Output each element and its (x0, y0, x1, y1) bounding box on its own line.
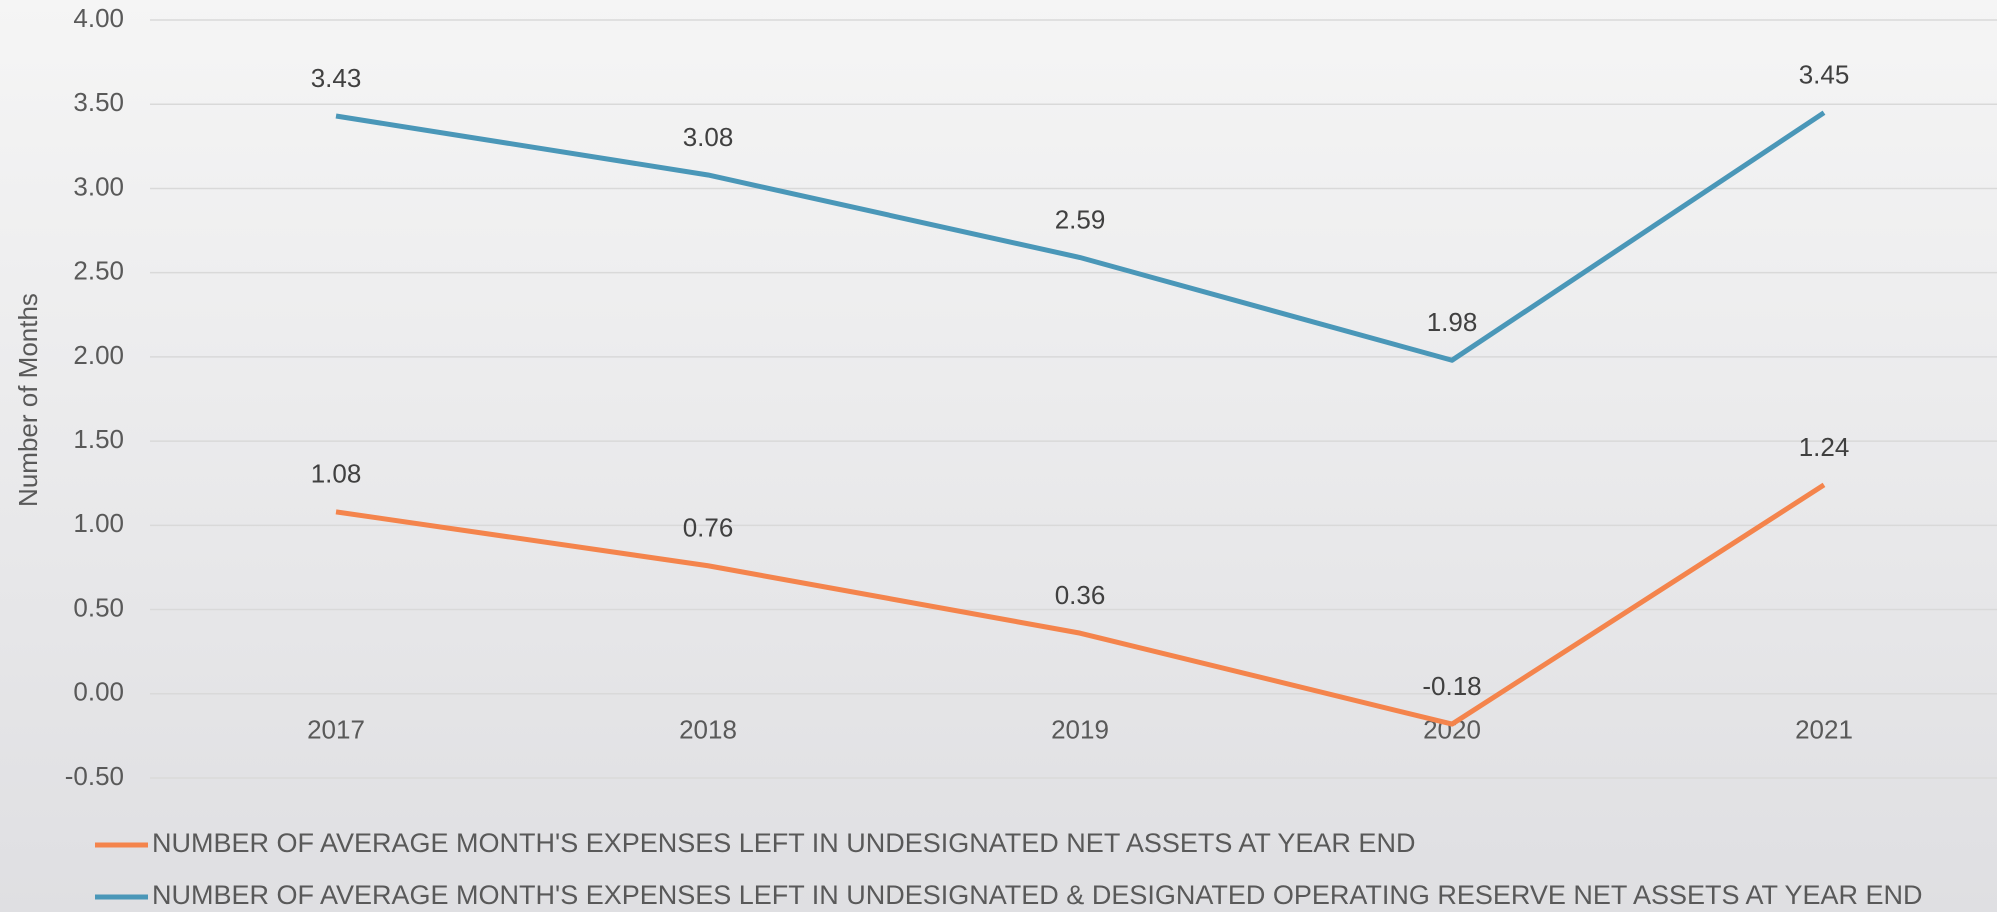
y-tick-label: 0.00 (73, 677, 124, 707)
y-tick-label: -0.50 (65, 761, 124, 791)
y-axis-label: Number of Months (13, 293, 43, 507)
data-label: 1.08 (311, 459, 362, 489)
series-line (335, 482, 1826, 727)
data-label: 3.45 (1799, 60, 1850, 90)
x-tick-label: 2018 (679, 715, 737, 745)
x-tick-label: 2019 (1051, 715, 1109, 745)
data-label: 2.59 (1055, 204, 1106, 234)
data-label: 0.36 (1055, 580, 1106, 610)
y-tick-label: 4.00 (73, 3, 124, 33)
data-label: 3.43 (311, 63, 362, 93)
y-tick-label: 2.50 (73, 256, 124, 286)
x-tick-label: 2021 (1795, 715, 1853, 745)
x-tick-label: 2017 (307, 715, 365, 745)
legend-label: NUMBER OF AVERAGE MONTH'S EXPENSES LEFT … (152, 880, 1923, 910)
legend-label: NUMBER OF AVERAGE MONTH'S EXPENSES LEFT … (152, 828, 1415, 858)
y-tick-label: 3.50 (73, 87, 124, 117)
data-label: 3.08 (683, 122, 734, 152)
y-tick-label: 1.50 (73, 424, 124, 454)
data-label: 0.76 (683, 513, 734, 543)
data-label: 1.98 (1427, 307, 1478, 337)
data-label: 1.24 (1799, 432, 1850, 462)
data-label: -0.18 (1422, 671, 1481, 701)
y-tick-label: 2.00 (73, 340, 124, 370)
y-tick-label: 3.00 (73, 171, 124, 201)
y-tick-label: 0.50 (73, 592, 124, 622)
y-tick-label: 1.00 (73, 508, 124, 538)
series-line (335, 110, 1826, 363)
